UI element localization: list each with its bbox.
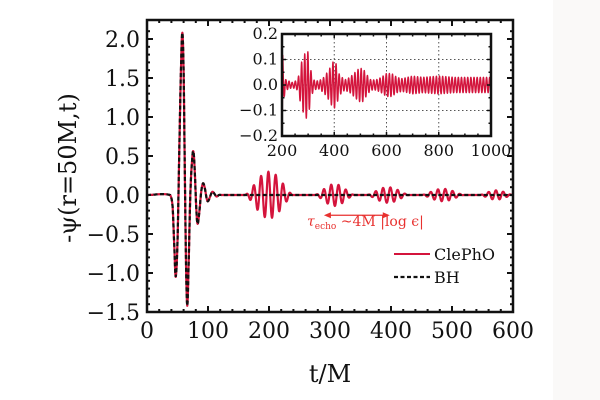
inset-x-tick-label: 400	[319, 141, 350, 160]
main-y-tick-labels: 2.0 1.5 1.0 0.5 0.0 −0.5 −1.0 −1.5	[87, 28, 140, 326]
x-tick-label: 600	[492, 319, 534, 344]
inset-axis-ticks	[281, 33, 492, 137]
inset-y-tick-label: −0.1	[239, 101, 278, 120]
annotation-tau: τ	[307, 214, 315, 230]
y-tick-label: 1.0	[105, 106, 140, 131]
inset-x-tick-label: 200	[267, 141, 298, 160]
legend-label-clepho: ClePhO	[434, 245, 495, 264]
y-axis-label: -ψ(r=50M,t)	[54, 93, 82, 243]
inset-x-tick-label: 1000	[471, 141, 512, 160]
inset-x-tick-label: 800	[423, 141, 454, 160]
inset-plot: 200 400 600 800 1000 0.2 0.1 0.0 −0.1 −0.2	[239, 24, 511, 160]
inset-y-tick-label: 0.0	[253, 75, 278, 94]
inset-y-tick-label: 0.1	[253, 50, 278, 69]
x-tick-label: 500	[431, 319, 473, 344]
main-axis-ticks	[146, 20, 514, 313]
y-tick-label: 0.5	[105, 145, 140, 170]
x-axis-label: t/M	[309, 360, 351, 388]
inset-series-line-clepho	[282, 51, 491, 136]
inset-y-tick-labels: 0.2 0.1 0.0 −0.1 −0.2	[239, 24, 278, 145]
annotation-subscript: echo	[315, 222, 337, 232]
x-tick-label: 0	[140, 319, 154, 344]
legend: ClePhO BH	[394, 245, 495, 287]
legend-label-bh: BH	[434, 268, 460, 287]
x-tick-label: 100	[187, 319, 229, 344]
arrow-right-icon	[382, 212, 390, 219]
echo-time-annotation: τecho ~4M |log ϵ|	[307, 212, 424, 232]
y-tick-label: −0.5	[87, 223, 140, 248]
inset-y-tick-label: −0.2	[239, 126, 278, 145]
side-panel	[553, 0, 600, 400]
inset-y-tick-label: 0.2	[253, 24, 278, 43]
arrow-left-icon	[323, 212, 331, 219]
inset-x-tick-label: 600	[371, 141, 402, 160]
annotation-text: τecho ~4M |log ϵ|	[307, 214, 424, 232]
y-tick-label: −1.0	[87, 262, 140, 287]
y-tick-label: 2.0	[105, 28, 140, 53]
y-tick-label: −1.5	[87, 301, 140, 326]
y-tick-label: 0.0	[105, 184, 140, 209]
y-tick-label: 1.5	[105, 67, 140, 92]
main-x-tick-labels: 0 100 200 300 400 500 600	[140, 319, 534, 344]
x-tick-label: 400	[370, 319, 412, 344]
annotation-expression: ~4M |log ϵ|	[336, 214, 423, 230]
x-tick-label: 200	[248, 319, 290, 344]
x-tick-label: 300	[309, 319, 351, 344]
series-line-bh	[148, 32, 512, 306]
inset-x-tick-labels: 200 400 600 800 1000	[267, 141, 512, 160]
